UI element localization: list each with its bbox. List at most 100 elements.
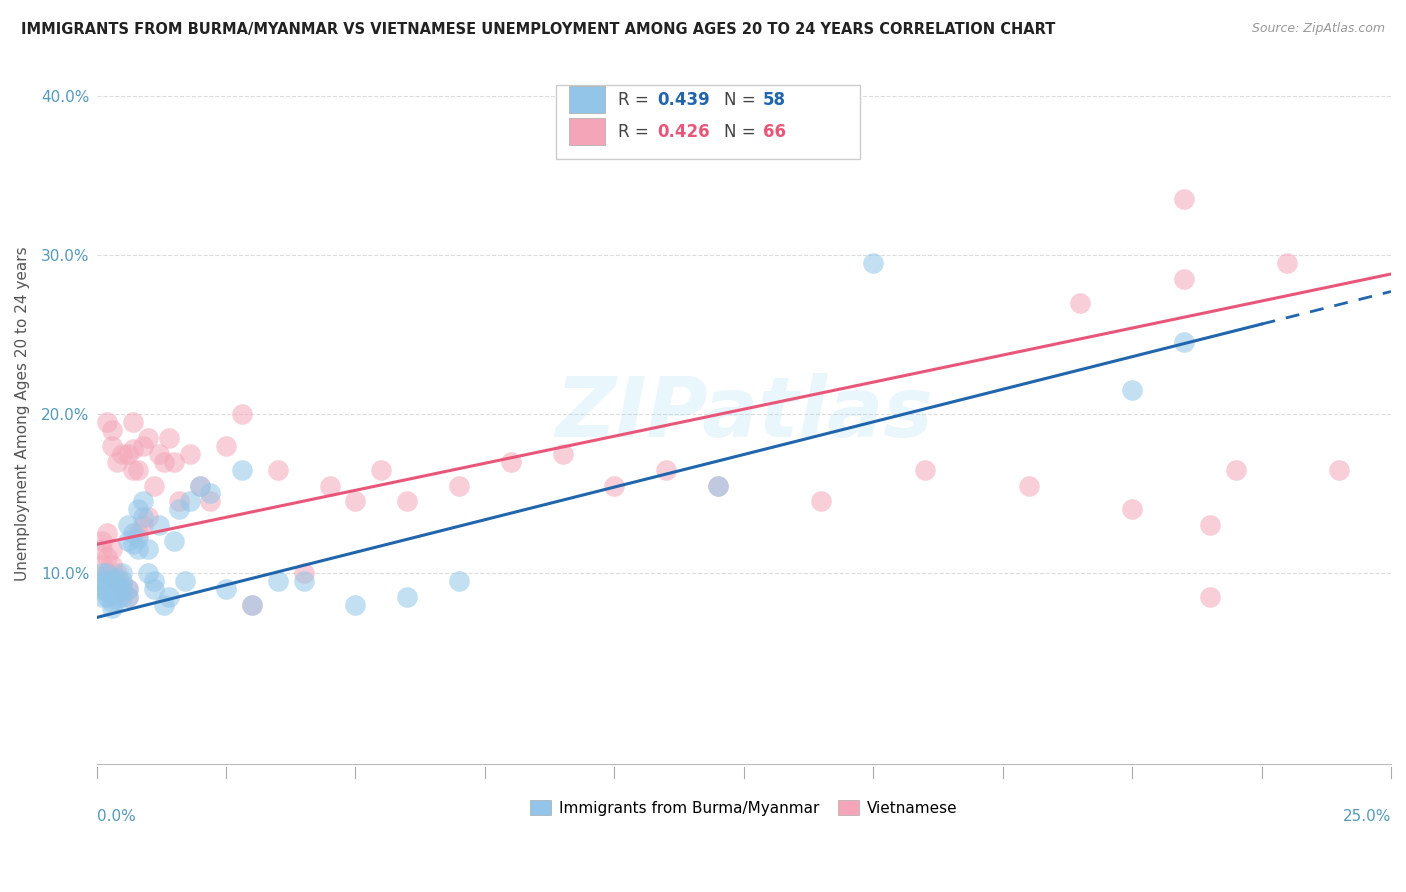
Text: N =: N = xyxy=(724,92,761,110)
Point xyxy=(914,462,936,476)
Point xyxy=(396,590,419,604)
Point xyxy=(96,579,118,593)
Point xyxy=(90,582,112,596)
Point xyxy=(215,439,238,453)
Legend: Immigrants from Burma/Myanmar, Vietnamese: Immigrants from Burma/Myanmar, Vietnames… xyxy=(530,800,957,815)
Point xyxy=(101,439,124,453)
Point xyxy=(111,447,134,461)
Text: IMMIGRANTS FROM BURMA/MYANMAR VS VIETNAMESE UNEMPLOYMENT AMONG AGES 20 TO 24 YEA: IMMIGRANTS FROM BURMA/MYANMAR VS VIETNAM… xyxy=(21,22,1056,37)
Point xyxy=(231,462,253,476)
Text: ZIPatlas: ZIPatlas xyxy=(555,374,932,454)
Text: 0.0%: 0.0% xyxy=(97,809,135,824)
Point xyxy=(105,566,128,580)
Point xyxy=(132,510,155,524)
Point xyxy=(179,494,201,508)
Point xyxy=(1121,502,1143,516)
Point xyxy=(1018,478,1040,492)
Point xyxy=(111,574,134,588)
Point xyxy=(240,598,263,612)
Point xyxy=(1225,462,1247,476)
Text: 25.0%: 25.0% xyxy=(1343,809,1391,824)
Point xyxy=(96,566,118,580)
Point xyxy=(1329,462,1351,476)
Point xyxy=(96,574,118,588)
Text: Source: ZipAtlas.com: Source: ZipAtlas.com xyxy=(1251,22,1385,36)
Point xyxy=(117,582,139,596)
Point xyxy=(215,582,238,596)
Point xyxy=(148,447,170,461)
Point xyxy=(105,585,128,599)
FancyBboxPatch shape xyxy=(569,87,605,113)
Point xyxy=(267,462,290,476)
Point xyxy=(153,455,176,469)
Point xyxy=(396,494,419,508)
Point xyxy=(101,558,124,572)
Point xyxy=(200,494,222,508)
Text: 58: 58 xyxy=(763,92,786,110)
Point xyxy=(96,566,118,580)
Point xyxy=(344,494,367,508)
Point xyxy=(96,550,118,565)
FancyBboxPatch shape xyxy=(569,118,605,145)
Point xyxy=(138,431,160,445)
Point xyxy=(267,574,290,588)
Point xyxy=(90,590,112,604)
Point xyxy=(370,462,392,476)
Point xyxy=(105,574,128,588)
Point xyxy=(292,566,315,580)
Point xyxy=(707,478,730,492)
Point xyxy=(551,447,574,461)
Point xyxy=(157,431,180,445)
Point xyxy=(163,534,186,549)
Point xyxy=(127,502,149,516)
Point xyxy=(111,585,134,599)
Point xyxy=(90,574,112,588)
Point xyxy=(240,598,263,612)
Point xyxy=(173,574,195,588)
FancyBboxPatch shape xyxy=(557,85,860,159)
Point xyxy=(1069,295,1091,310)
Point xyxy=(163,455,186,469)
Point xyxy=(101,582,124,596)
Point xyxy=(447,574,470,588)
Point xyxy=(344,598,367,612)
Point xyxy=(127,531,149,545)
Point xyxy=(127,462,149,476)
Point xyxy=(117,534,139,549)
Point xyxy=(179,447,201,461)
Point xyxy=(111,577,134,591)
Point xyxy=(117,590,139,604)
Point xyxy=(105,571,128,585)
Point xyxy=(447,478,470,492)
Point xyxy=(90,534,112,549)
Point xyxy=(157,590,180,604)
Point xyxy=(127,542,149,557)
Text: R =: R = xyxy=(619,123,654,141)
Point xyxy=(96,585,118,599)
Point xyxy=(101,601,124,615)
Point xyxy=(111,582,134,596)
Point xyxy=(169,494,191,508)
Point xyxy=(1198,518,1220,533)
Point xyxy=(90,574,112,588)
Point xyxy=(121,462,143,476)
Point xyxy=(138,510,160,524)
Point xyxy=(142,478,165,492)
Point xyxy=(188,478,211,492)
Point xyxy=(101,587,124,601)
Point xyxy=(121,526,143,541)
Point xyxy=(132,494,155,508)
Text: 66: 66 xyxy=(763,123,786,141)
Point xyxy=(142,574,165,588)
Point xyxy=(1173,272,1195,286)
Point xyxy=(96,415,118,429)
Point xyxy=(90,566,112,580)
Point xyxy=(499,455,522,469)
Point xyxy=(1121,383,1143,397)
Point xyxy=(117,518,139,533)
Point xyxy=(153,598,176,612)
Point xyxy=(111,566,134,580)
Text: N =: N = xyxy=(724,123,761,141)
Point xyxy=(231,407,253,421)
Point xyxy=(117,447,139,461)
